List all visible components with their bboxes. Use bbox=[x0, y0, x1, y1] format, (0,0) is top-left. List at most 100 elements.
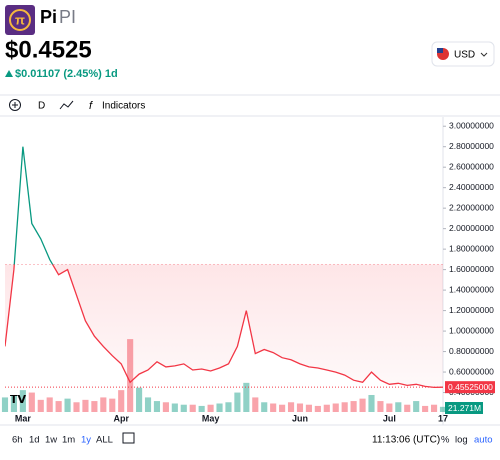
volume-bar bbox=[171, 403, 178, 412]
chevron bbox=[480, 52, 488, 57]
volume-bar bbox=[386, 403, 393, 412]
axis-option[interactable]: auto bbox=[474, 435, 493, 446]
y-tick-label: 1.80000000 bbox=[449, 243, 494, 253]
x-tick-label: Jun bbox=[292, 413, 308, 423]
tv-logo: 𝗧𝗩 bbox=[10, 394, 27, 406]
volume-bar bbox=[287, 402, 295, 412]
fx-icon: f bbox=[89, 100, 93, 112]
volume-layer bbox=[1, 339, 447, 412]
volume-bar bbox=[395, 402, 402, 412]
y-tick-label: 2.60000000 bbox=[449, 161, 494, 171]
range-button[interactable]: 6h bbox=[12, 435, 23, 446]
volume-bar bbox=[136, 387, 143, 412]
volume-bar bbox=[162, 402, 169, 412]
y-tick-label: 3.00000000 bbox=[449, 120, 494, 130]
volume-bar bbox=[350, 401, 357, 412]
volume-bar bbox=[19, 390, 26, 412]
price-line bbox=[5, 146, 443, 389]
x-tick-label: 17 bbox=[438, 413, 448, 423]
volume-bar bbox=[153, 401, 161, 412]
volume-bar bbox=[413, 401, 420, 412]
volume-bar bbox=[37, 399, 44, 412]
last-price-label: 0.45525000 bbox=[448, 382, 493, 392]
y-tick-label: 1.40000000 bbox=[449, 284, 494, 294]
range-button[interactable]: 1m bbox=[62, 435, 75, 446]
x-tick-label: May bbox=[202, 413, 220, 423]
plot bbox=[5, 146, 443, 389]
volume-label: 21.271M bbox=[448, 403, 481, 413]
volume-tag bbox=[445, 402, 483, 414]
volume-bar bbox=[100, 397, 107, 412]
volume-bar bbox=[341, 402, 348, 412]
interval[interactable]: D bbox=[38, 101, 45, 112]
time: 11:13:06 (UTC) bbox=[372, 435, 440, 446]
volume-bar bbox=[296, 403, 304, 412]
y-tick-label: 1.60000000 bbox=[449, 264, 494, 274]
volume-bar bbox=[261, 402, 268, 412]
volume-bar bbox=[377, 401, 384, 412]
range-button[interactable]: 1w bbox=[45, 435, 57, 446]
y-tick-label: 1.20000000 bbox=[449, 305, 494, 315]
volume-bar bbox=[216, 403, 223, 412]
volume-bar bbox=[234, 392, 241, 412]
y-tick-label: 1.00000000 bbox=[449, 325, 494, 335]
x-tick-label: Apr bbox=[113, 413, 129, 423]
indicators[interactable]: Indicators bbox=[102, 101, 145, 112]
volume-bar bbox=[207, 404, 214, 412]
calendar[interactable] bbox=[122, 432, 135, 444]
volume-bar bbox=[144, 397, 152, 412]
axis-option[interactable]: % bbox=[441, 435, 450, 446]
volume-bar bbox=[55, 401, 62, 412]
volume-bar bbox=[252, 397, 259, 412]
currency-button[interactable] bbox=[431, 41, 495, 67]
volume-bar bbox=[82, 399, 89, 412]
area bbox=[5, 264, 443, 388]
y-tick-label: 2.00000000 bbox=[449, 223, 494, 233]
volume-bar bbox=[359, 398, 366, 412]
volume-bar bbox=[73, 402, 80, 412]
volume-bar bbox=[422, 405, 429, 412]
range-button[interactable]: 1y bbox=[81, 435, 91, 446]
footer: 6h 1d 1w 1m 1y ALL% log auto bbox=[12, 435, 493, 446]
volume-bar bbox=[46, 397, 53, 412]
volume-bar bbox=[91, 401, 98, 412]
y-tick-label: 0.80000000 bbox=[449, 346, 494, 356]
volume-bar bbox=[270, 403, 277, 412]
last-price-tag bbox=[445, 381, 495, 394]
volume-bar bbox=[332, 403, 339, 412]
volume-bar bbox=[430, 404, 438, 412]
axis-option[interactable]: log bbox=[455, 435, 468, 446]
up-arrow bbox=[5, 70, 13, 77]
volume-bar bbox=[439, 406, 447, 412]
volume-bar bbox=[118, 390, 125, 412]
add-icon bbox=[12, 102, 18, 108]
x-tick-label: Jul bbox=[383, 413, 396, 423]
range-button[interactable]: ALL bbox=[96, 435, 113, 446]
flag-canton bbox=[437, 48, 443, 53]
volume-bar bbox=[189, 404, 196, 412]
price-change: $0.01107 (2.45%) 1d bbox=[15, 68, 118, 80]
volume-bar bbox=[314, 405, 321, 412]
volume-bar bbox=[10, 394, 18, 412]
volume-bar bbox=[64, 398, 71, 412]
add-button[interactable] bbox=[9, 99, 21, 111]
volume-bar bbox=[198, 405, 205, 412]
volume-bar bbox=[323, 404, 330, 412]
volume-bar bbox=[404, 404, 411, 412]
y-tick-label: 2.80000000 bbox=[449, 141, 494, 151]
volume-bar bbox=[180, 404, 187, 412]
currency: USD bbox=[454, 50, 475, 61]
range-button[interactable]: 1d bbox=[29, 435, 40, 446]
volume-bar bbox=[279, 404, 286, 412]
chart-type[interactable] bbox=[59, 100, 74, 110]
y-tick-label: 0.60000000 bbox=[449, 366, 494, 376]
volume-bar bbox=[305, 404, 312, 412]
coin-name: Pi bbox=[40, 7, 57, 27]
volume-bar bbox=[368, 394, 375, 412]
x-tick-label: Mar bbox=[15, 413, 32, 423]
volume-bar bbox=[28, 392, 35, 412]
y-tick-label: 2.40000000 bbox=[449, 182, 494, 192]
volume-bar bbox=[225, 402, 232, 412]
